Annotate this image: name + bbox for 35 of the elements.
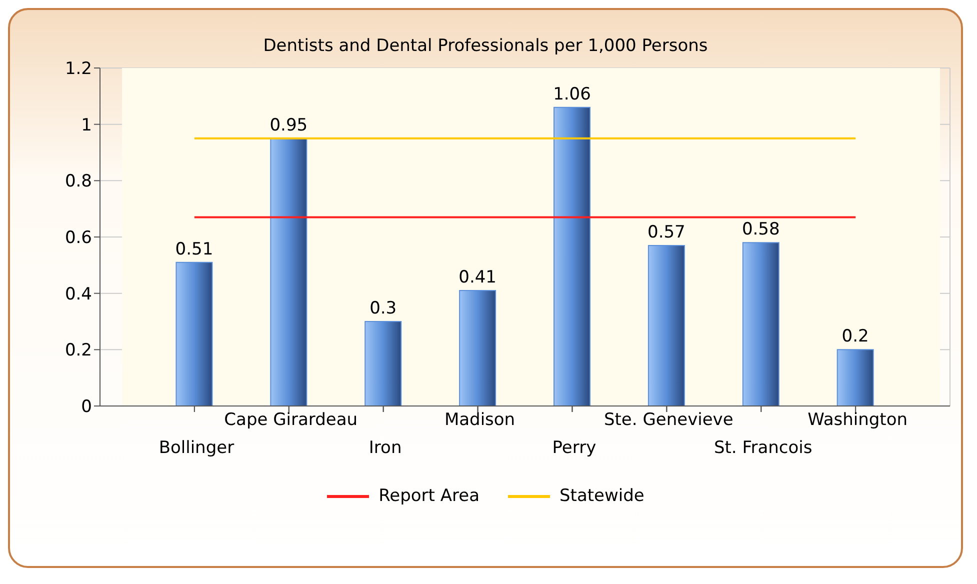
y-tick-label: 0.4 [64, 284, 92, 304]
bar [364, 321, 402, 406]
y-tick-label: 0.2 [64, 340, 92, 361]
x-tick-label: Perry [552, 438, 596, 458]
chart-frame: Dentists and Dental Professionals per 1,000 Persons 0 0.2 0.4 0.6 0.8 1 1.2 0.51 0.95 0.3 0.41 1.06 0.57 0.58 0.2 Cape Girardeau Madison Ste. Genevieve Washington Bollinger Iron Perry St. Francois Report Area Statewide [8, 8, 963, 568]
bar [554, 106, 590, 406]
y-tick-label: 0 [81, 397, 92, 418]
x-tick-label: St. Francois [714, 438, 812, 458]
x-tick-label: Madison [444, 410, 516, 430]
y-tick-label: 0.8 [64, 172, 92, 192]
x-tick-label: Bollinger [158, 438, 234, 458]
bar [270, 138, 308, 406]
chart-title: Dentists and Dental Professionals per 1,000 Persons [262, 36, 709, 56]
y-tick-label: 1.2 [64, 59, 92, 80]
data-label: 0.3 [370, 298, 397, 318]
y-tick-label: 1 [81, 115, 92, 136]
x-tick-label: Ste. Genevieve [604, 410, 734, 430]
data-label: 0.95 [270, 115, 308, 136]
x-tick-label: Cape Girardeau [224, 410, 358, 430]
data-label: 1.06 [553, 84, 591, 104]
bar [176, 262, 213, 406]
bar [459, 290, 496, 406]
legend-label: Report Area [378, 486, 480, 506]
data-label: 0.2 [842, 326, 869, 347]
data-label: 0.51 [175, 239, 214, 260]
data-label: 0.57 [648, 222, 686, 242]
bar [836, 349, 874, 406]
y-tick-label: 0.6 [64, 228, 92, 248]
data-label: 0.41 [458, 268, 496, 288]
x-tick-label: Iron [368, 438, 402, 458]
bar [742, 242, 780, 406]
bar [648, 244, 685, 406]
data-label: 0.58 [742, 220, 780, 240]
legend-label: Statewide [558, 486, 644, 506]
x-tick-label: Washington [808, 410, 908, 430]
